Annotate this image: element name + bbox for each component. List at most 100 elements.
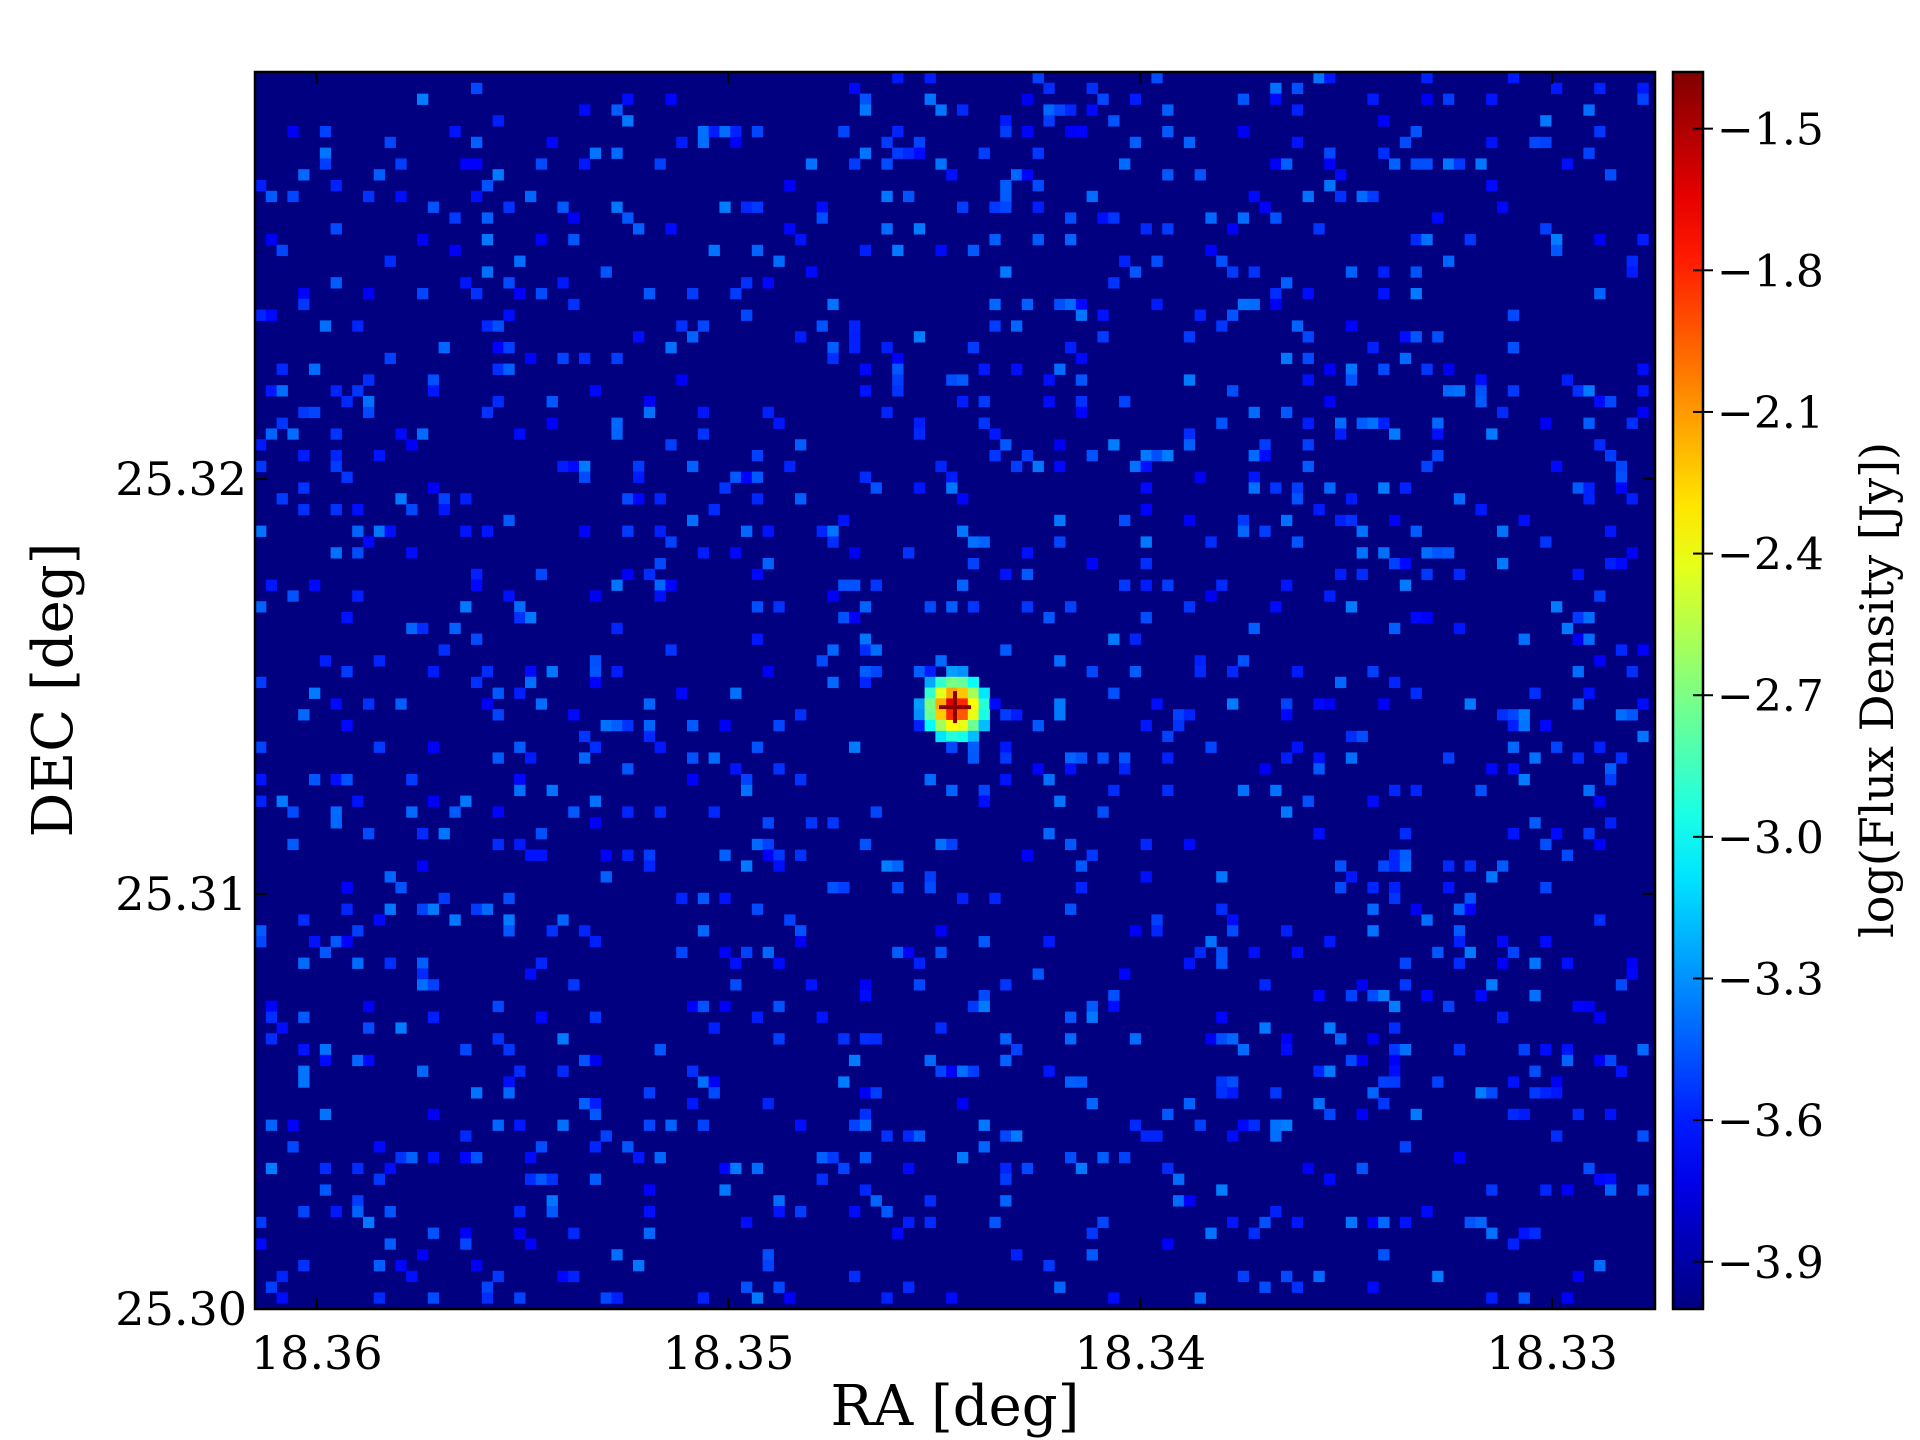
heatmap-cell [265,1281,278,1293]
heatmap-cell [406,1270,418,1283]
heatmap-cell [1000,180,1012,192]
heatmap-cell [1637,406,1649,419]
heatmap-cell [859,385,872,397]
heatmap-cell [849,82,861,95]
heatmap-cell [514,1206,526,1218]
heatmap-cell [1605,525,1617,537]
heatmap-cell [525,1173,537,1185]
heatmap-cell [1281,277,1293,289]
heatmap-cell [1443,882,1455,894]
heatmap-cell [1497,936,1509,948]
heatmap-cell [1313,752,1325,764]
heatmap-cell [373,914,386,926]
heatmap-cell [363,406,375,419]
heatmap-cell [903,147,915,159]
heatmap-cell [719,126,731,138]
heatmap-cell [967,342,980,354]
heatmap-cell [352,1195,364,1207]
heatmap-cell [697,1292,710,1304]
heatmap-cell [643,698,656,710]
heatmap-cell [1605,763,1617,775]
heatmap-cell [427,795,440,807]
heatmap-cell [1162,784,1174,797]
heatmap-cell [1216,1076,1228,1088]
heatmap-cell [816,655,828,667]
heatmap-cell [838,514,850,527]
heatmap-cell [1486,428,1498,440]
heatmap-cell [1054,298,1066,311]
heatmap-cell [1389,622,1401,635]
heatmap-cell [1194,946,1206,959]
heatmap-cell [849,342,861,354]
heatmap-cell [946,720,958,732]
heatmap-cell [643,406,656,419]
heatmap-cell [1173,709,1185,721]
heatmap-cell [1410,266,1422,278]
heatmap-cell [751,450,764,462]
heatmap-cell [1453,925,1466,937]
heatmap-cell [1291,82,1304,95]
heatmap-cell [924,72,936,84]
heatmap-cell [1119,255,1131,267]
heatmap-cell [881,1206,893,1218]
heatmap-cell [1119,579,1131,591]
heatmap-cell [1129,925,1142,937]
heatmap-cell [881,136,893,149]
heatmap-cell [352,525,364,537]
heatmap-cell [1216,1033,1228,1045]
heatmap-cell [1378,266,1390,278]
heatmap-cell [946,698,958,710]
heatmap-cell [1302,374,1314,386]
heatmap-cell [773,417,785,429]
heatmap-cell [1065,752,1077,764]
heatmap-cell [924,871,936,883]
heatmap-cell [1464,1216,1476,1229]
heatmap-cell [1129,266,1142,278]
heatmap-cell [1572,612,1584,624]
heatmap-cell [1561,1044,1574,1056]
heatmap-cell [1313,1065,1325,1077]
heatmap-cell [859,666,872,678]
heatmap-cell [352,504,364,516]
heatmap-cell [1389,676,1401,689]
heatmap-cell [1227,309,1239,321]
heatmap-cell [1561,158,1574,170]
heatmap-cell [481,234,494,246]
heatmap-cell [255,925,267,937]
heatmap-cell [1000,266,1012,278]
heatmap-cell [1453,936,1466,948]
heatmap-cell [795,439,807,451]
heatmap-cell [1583,147,1595,159]
heatmap-cell [535,849,548,861]
heatmap-cell [1324,1022,1336,1034]
heatmap-cell [1475,990,1487,1002]
heatmap-cell [1507,1238,1520,1250]
heatmap-cell [1291,1216,1304,1229]
heatmap-cell [1356,417,1368,429]
heatmap-cell [978,536,990,548]
heatmap-cell [546,925,558,937]
heatmap-cell [805,817,818,829]
heatmap-cell [276,385,288,397]
heatmap-cell [330,547,342,559]
heatmap-cell [827,676,839,689]
heatmap-cell [1227,223,1239,235]
heatmap-cell [762,666,774,678]
heatmap-cell [913,698,926,710]
heatmap-cell [319,158,332,170]
heatmap-cell [1021,126,1034,138]
heatmap-cell [1335,676,1347,689]
heatmap-cell [406,1152,418,1164]
heatmap-cell [827,342,839,354]
heatmap-cell [1281,925,1293,937]
heatmap-cell [406,504,418,516]
heatmap-cell [492,396,504,408]
heatmap-cell [859,838,872,851]
heatmap-cell [1194,169,1206,181]
heatmap-cell [1065,1152,1077,1164]
heatmap-cell [611,720,623,732]
heatmap-cell [568,234,580,246]
heatmap-cell [309,774,321,786]
heatmap-cell [1497,709,1509,721]
heatmap-cell [341,666,353,678]
